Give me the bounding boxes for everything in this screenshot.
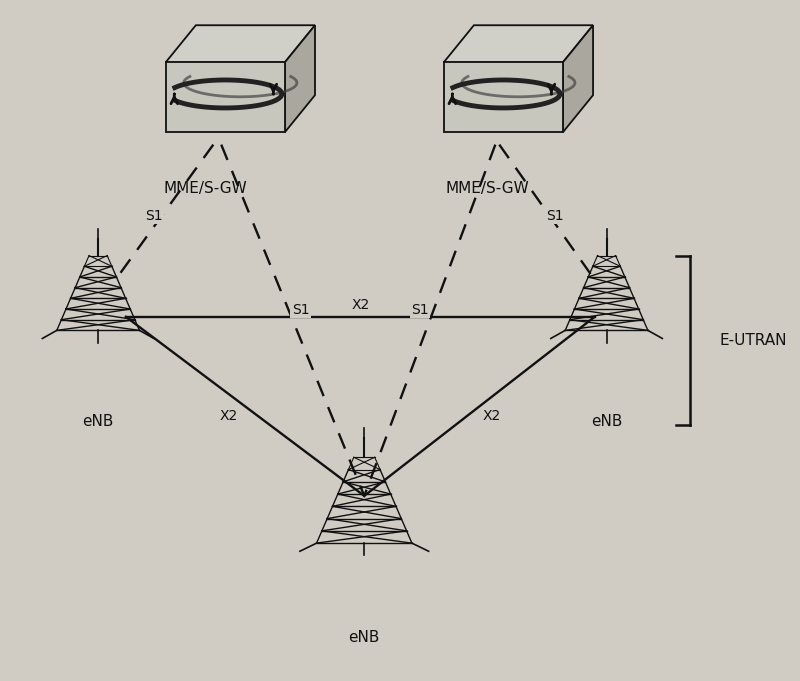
Polygon shape — [166, 63, 285, 132]
Text: S1: S1 — [546, 208, 564, 223]
Text: S1: S1 — [145, 208, 162, 223]
Polygon shape — [563, 25, 593, 132]
Polygon shape — [285, 25, 315, 132]
Polygon shape — [444, 63, 563, 132]
Polygon shape — [444, 25, 593, 63]
Text: X2: X2 — [351, 298, 370, 312]
Text: MME/S-GW: MME/S-GW — [446, 181, 530, 196]
Text: MME/S-GW: MME/S-GW — [163, 181, 247, 196]
Text: E-UTRAN: E-UTRAN — [720, 333, 787, 348]
Polygon shape — [166, 25, 315, 63]
Text: eNB: eNB — [591, 414, 622, 429]
Text: X2: X2 — [482, 409, 501, 423]
Text: S1: S1 — [292, 303, 310, 317]
Text: X2: X2 — [220, 409, 238, 423]
Text: S1: S1 — [411, 303, 429, 317]
Text: eNB: eNB — [82, 414, 114, 429]
Text: eNB: eNB — [349, 630, 380, 645]
